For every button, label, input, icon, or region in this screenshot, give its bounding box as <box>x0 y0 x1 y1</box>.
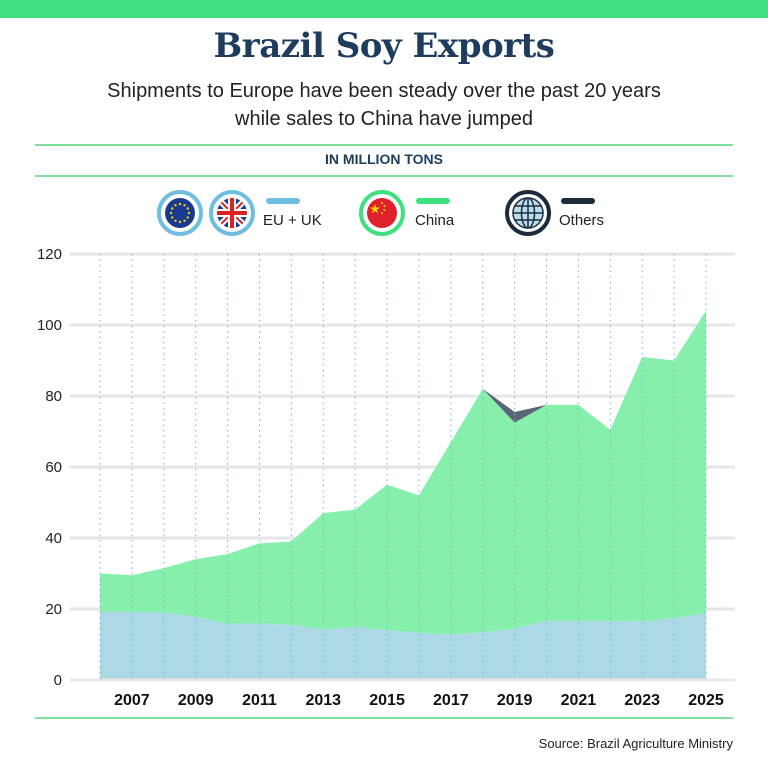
uk-flag-icon <box>209 190 255 236</box>
y-tick-label: 20 <box>45 601 62 618</box>
y-tick-label: 120 <box>37 246 62 263</box>
legend-label-others: Others <box>559 212 605 229</box>
y-tick-label: 40 <box>45 530 62 547</box>
legend-swatch-china <box>416 198 450 204</box>
divider-top <box>35 144 733 146</box>
divider-bottom <box>35 717 733 719</box>
eu-flag-icon <box>157 190 203 236</box>
legend-label-china: China <box>415 212 455 229</box>
unit-label: IN MILLION TONS <box>325 151 443 167</box>
x-tick-label: 2021 <box>561 692 597 709</box>
y-tick-label: 100 <box>37 317 62 334</box>
subtitle-line-1: Shipments to Europe have been steady ove… <box>107 80 661 102</box>
x-tick-label: 2013 <box>305 692 341 709</box>
chart-title: Brazil Soy Exports <box>213 26 555 66</box>
y-tick-label: 0 <box>54 672 62 689</box>
y-tick-label: 80 <box>45 388 62 405</box>
source-note: Source: Brazil Agriculture Ministry <box>538 736 733 751</box>
legend-swatch-eu-uk <box>266 198 300 204</box>
china-flag-icon <box>359 190 405 236</box>
x-tick-label: 2015 <box>369 692 405 709</box>
x-tick-label: 2009 <box>178 692 214 709</box>
area-eu-uk <box>100 611 706 680</box>
subtitle-line-2: while sales to China have jumped <box>235 108 533 130</box>
top-accent-bar <box>0 0 768 18</box>
globe-icon <box>505 190 551 236</box>
legend-label-eu-uk: EU + UK <box>263 212 322 229</box>
x-tick-label: 2017 <box>433 692 469 709</box>
divider-middle <box>35 175 733 177</box>
x-tick-label: 2025 <box>688 692 724 709</box>
area-china <box>100 310 706 635</box>
x-tick-label: 2019 <box>497 692 533 709</box>
y-tick-label: 60 <box>45 459 62 476</box>
x-tick-label: 2007 <box>114 692 150 709</box>
x-tick-label: 2023 <box>624 692 660 709</box>
x-tick-label: 2011 <box>242 692 277 709</box>
legend-swatch-others <box>561 198 595 204</box>
